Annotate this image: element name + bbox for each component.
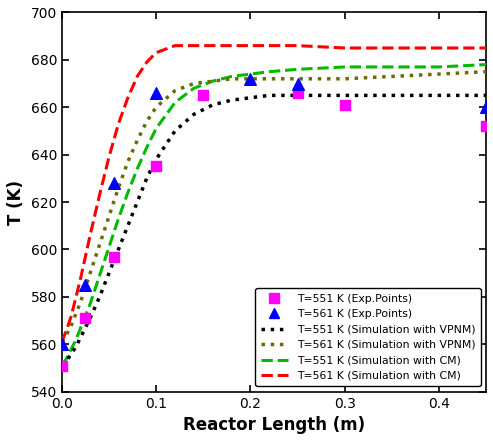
Point bbox=[110, 253, 118, 260]
Point bbox=[81, 314, 89, 321]
Point bbox=[199, 92, 207, 99]
Point bbox=[58, 362, 66, 369]
Point bbox=[293, 90, 301, 97]
Point bbox=[58, 341, 66, 348]
X-axis label: Reactor Length (m): Reactor Length (m) bbox=[183, 416, 365, 434]
Point bbox=[482, 123, 490, 130]
Point bbox=[482, 104, 490, 111]
Y-axis label: T (K): T (K) bbox=[7, 179, 25, 224]
Point bbox=[341, 101, 349, 108]
Point bbox=[152, 90, 160, 97]
Point bbox=[152, 163, 160, 170]
Point bbox=[293, 80, 301, 87]
Point bbox=[81, 281, 89, 288]
Point bbox=[110, 179, 118, 187]
Point bbox=[246, 75, 254, 82]
Legend: T=551 K (Exp.Points), T=561 K (Exp.Points), T=551 K (Simulation with VPNM), T=56: T=551 K (Exp.Points), T=561 K (Exp.Point… bbox=[255, 288, 481, 386]
